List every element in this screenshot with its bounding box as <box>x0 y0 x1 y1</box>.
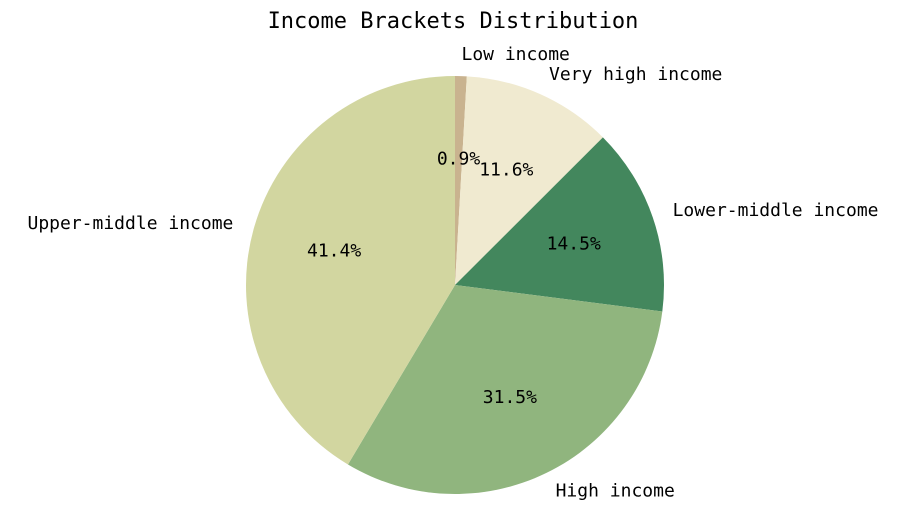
percent-label-high-income: 31.5% <box>483 387 537 408</box>
percent-label-low-income: 0.9% <box>437 149 481 170</box>
category-label-high-income: High income <box>556 481 675 502</box>
percent-label-very-high-income: 11.6% <box>479 160 533 181</box>
pie-slice-high-income <box>347 285 663 494</box>
pie-slice-upper-middle-income <box>246 76 455 465</box>
category-label-upper-middle-income: Upper-middle income <box>27 213 233 234</box>
category-label-very-high-income: Very high income <box>549 64 722 85</box>
pie-slices <box>246 75 665 494</box>
percent-label-lower-middle-income: 14.5% <box>547 234 601 255</box>
pie-labels: Low income 0.9% Very high income 11.6% Lower… <box>27 44 878 502</box>
percent-label-upper-middle-income: 41.4% <box>307 241 361 262</box>
pie-slice-lower-middle-income <box>455 137 665 312</box>
pie-slice-very-high-income <box>455 76 603 285</box>
chart-title: Income Brackets Distribution <box>268 9 639 34</box>
pie-slice-low-income <box>455 75 467 285</box>
category-label-low-income: Low income <box>462 44 570 65</box>
category-label-lower-middle-income: Lower-middle income <box>673 200 879 221</box>
